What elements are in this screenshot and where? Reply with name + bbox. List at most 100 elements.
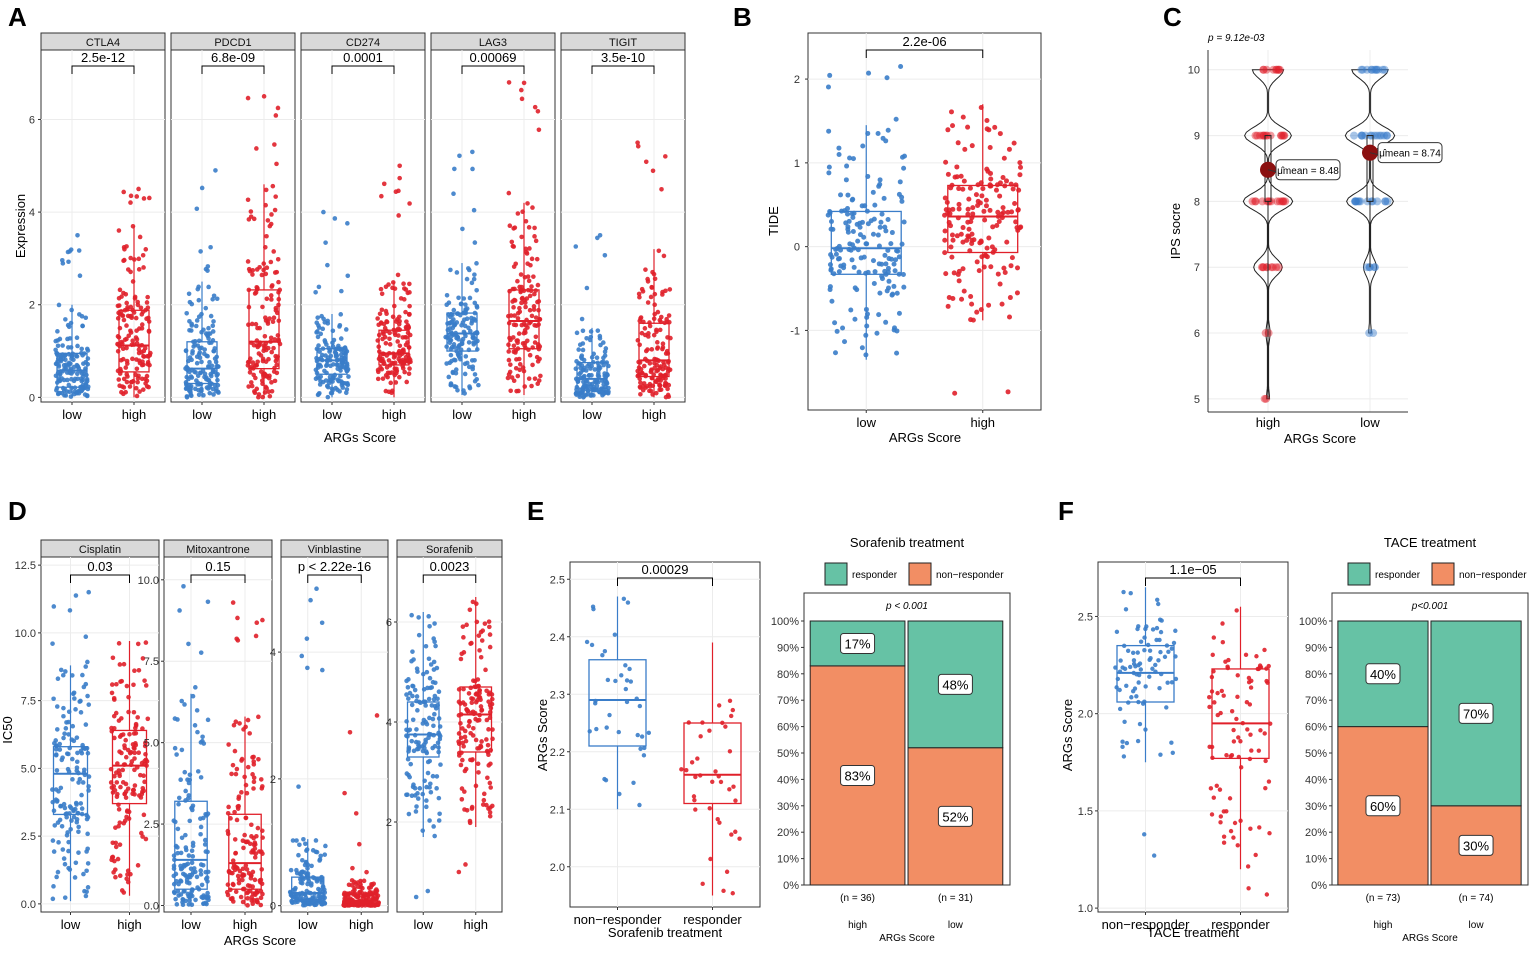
data-point xyxy=(379,291,385,297)
data-point xyxy=(146,384,151,390)
data-point xyxy=(727,787,732,792)
data-point xyxy=(60,847,66,852)
data-point xyxy=(232,809,237,815)
data-point xyxy=(85,885,91,890)
data-point xyxy=(832,350,838,356)
data-point xyxy=(275,256,281,262)
data-point xyxy=(125,313,131,319)
data-point xyxy=(110,655,116,661)
y-axis-title: Expression xyxy=(13,194,28,258)
data-point xyxy=(733,829,738,834)
data-point xyxy=(256,714,261,720)
data-point xyxy=(407,290,412,295)
bar-label-non-responder-box xyxy=(937,805,973,827)
data-point xyxy=(233,719,239,725)
data-point xyxy=(602,371,607,376)
data-point xyxy=(993,187,999,193)
data-point xyxy=(403,342,409,348)
data-point xyxy=(647,388,652,394)
p-value-label: 0.00069 xyxy=(470,50,517,65)
data-point xyxy=(511,305,516,310)
data-point xyxy=(121,189,127,195)
data-point xyxy=(1380,65,1389,74)
data-point xyxy=(79,346,85,352)
data-point xyxy=(379,193,384,199)
data-point xyxy=(532,225,537,231)
data-point xyxy=(857,224,863,230)
data-point xyxy=(1017,172,1023,178)
data-point xyxy=(1138,639,1144,644)
data-point xyxy=(635,140,640,145)
data-point xyxy=(1229,709,1235,714)
data-point xyxy=(67,370,73,376)
data-point xyxy=(249,321,255,327)
data-point xyxy=(116,377,122,382)
data-point xyxy=(897,179,903,185)
data-point xyxy=(577,371,582,377)
data-point xyxy=(533,315,539,320)
data-point xyxy=(184,394,190,400)
p-value-label: 0.0001 xyxy=(343,50,383,65)
data-point xyxy=(954,233,960,239)
data-point xyxy=(460,624,466,629)
data-point xyxy=(464,316,470,322)
data-point xyxy=(123,737,128,743)
data-point xyxy=(144,300,150,305)
data-point xyxy=(842,339,848,345)
data-point xyxy=(885,127,891,133)
data-point xyxy=(467,295,473,301)
data-point xyxy=(190,693,196,699)
data-point xyxy=(251,759,257,764)
data-point xyxy=(508,388,513,394)
data-point xyxy=(576,347,581,352)
data-point xyxy=(409,612,414,618)
data-point xyxy=(1142,832,1147,837)
data-point xyxy=(461,296,467,301)
data-point xyxy=(406,811,412,817)
data-point xyxy=(1173,628,1178,633)
data-point xyxy=(522,328,528,333)
data-point xyxy=(896,310,902,316)
data-point xyxy=(870,258,876,264)
data-point xyxy=(233,850,239,856)
data-point xyxy=(241,845,246,851)
y-tick-label: 1 xyxy=(794,158,800,170)
data-point xyxy=(301,900,307,906)
data-point xyxy=(171,889,177,895)
data-point xyxy=(51,696,56,702)
y-tick-label: 50% xyxy=(777,748,799,760)
data-point xyxy=(317,858,322,863)
data-point xyxy=(120,356,126,362)
data-point xyxy=(507,223,513,229)
y-tick-label: 2.0 xyxy=(550,862,565,874)
data-point xyxy=(852,316,858,322)
data-point xyxy=(261,94,267,99)
data-point xyxy=(404,792,409,798)
data-point xyxy=(406,696,411,701)
data-point xyxy=(891,261,897,267)
data-point xyxy=(468,757,473,763)
data-point xyxy=(345,380,350,386)
data-point xyxy=(254,284,260,290)
data-point xyxy=(176,801,181,807)
data-point xyxy=(1253,852,1258,858)
data-point xyxy=(254,267,260,272)
data-point xyxy=(272,378,278,384)
data-point xyxy=(1251,197,1260,206)
data-point xyxy=(466,267,472,273)
data-point xyxy=(638,746,643,752)
data-point xyxy=(1215,712,1220,718)
box-high xyxy=(341,713,381,908)
data-point xyxy=(325,262,330,268)
data-point xyxy=(1001,210,1007,216)
data-point xyxy=(974,309,980,315)
data-point xyxy=(1263,758,1268,764)
data-point xyxy=(581,383,587,388)
data-point xyxy=(120,780,126,785)
data-point xyxy=(838,192,844,198)
data-point xyxy=(396,188,401,194)
data-point xyxy=(341,350,347,356)
data-point xyxy=(112,697,117,702)
data-point xyxy=(314,879,320,884)
